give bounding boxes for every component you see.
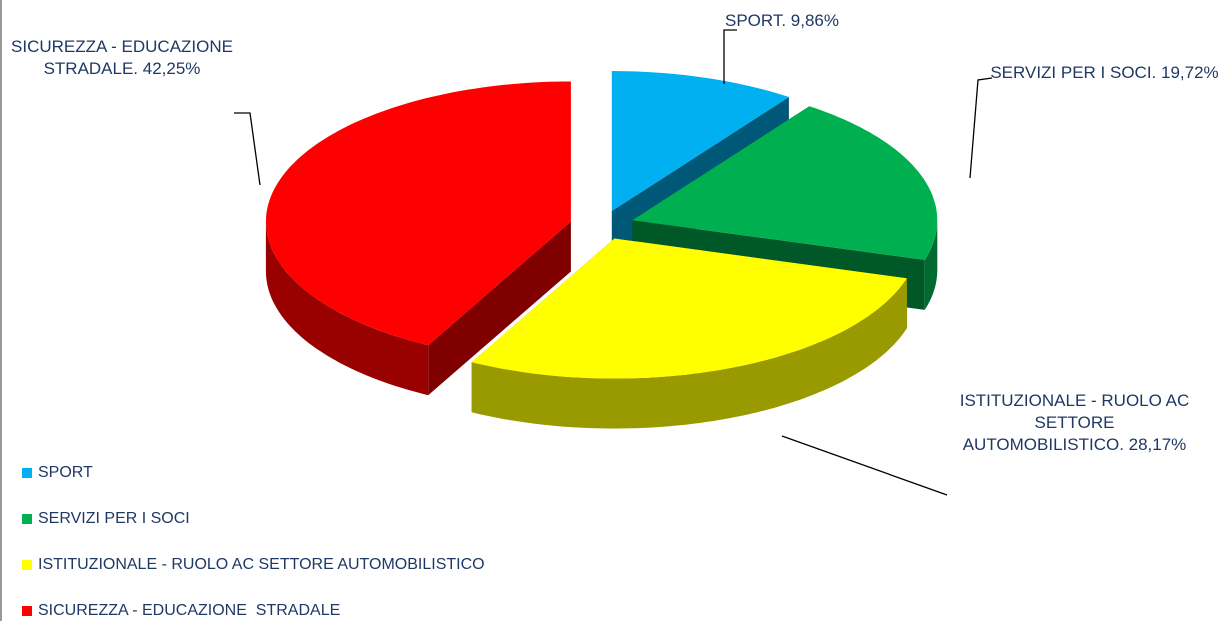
leader-line bbox=[969, 77, 993, 179]
legend-label: SPORT bbox=[38, 464, 93, 481]
legend-label: SERVIZI PER I SOCI bbox=[38, 510, 190, 527]
slice-wall bbox=[924, 220, 938, 310]
legend-item: ISTITUZIONALE - RUOLO AC SETTORE AUTOMOB… bbox=[22, 556, 485, 574]
legend-item: SICUREZZA - EDUCAZIONE STRADALE bbox=[22, 602, 340, 620]
leader-line bbox=[723, 29, 737, 84]
legend-label: SICUREZZA - EDUCAZIONE STRADALE bbox=[38, 602, 341, 619]
slice bbox=[471, 238, 907, 379]
slice-side bbox=[428, 221, 571, 396]
legend-item: SPORT bbox=[22, 464, 93, 482]
legend-item: SERVIZI PER I SOCI bbox=[22, 510, 190, 528]
legend-swatch bbox=[22, 514, 32, 524]
data-label: SPORT. 9,86% bbox=[724, 11, 840, 30]
slice bbox=[632, 106, 938, 260]
legend-swatch bbox=[22, 606, 32, 616]
slice-wall bbox=[265, 221, 429, 396]
slice bbox=[266, 81, 571, 346]
slice bbox=[611, 71, 789, 211]
data-label: SICUREZZA - EDUCAZIONE STRADALE. 42,25% bbox=[11, 37, 233, 78]
legend-swatch bbox=[22, 468, 32, 478]
leader-line bbox=[781, 435, 948, 496]
data-label: SERVIZI PER I SOCI. 19,72% bbox=[990, 63, 1219, 82]
slice-wall bbox=[471, 278, 907, 429]
data-label: ISTITUZIONALE - RUOLO AC SETTORE AUTOMOB… bbox=[959, 391, 1190, 454]
legend-label: ISTITUZIONALE - RUOLO AC SETTORE AUTOMOB… bbox=[38, 556, 485, 573]
legend-swatch bbox=[22, 560, 32, 570]
leader-line bbox=[234, 112, 261, 186]
